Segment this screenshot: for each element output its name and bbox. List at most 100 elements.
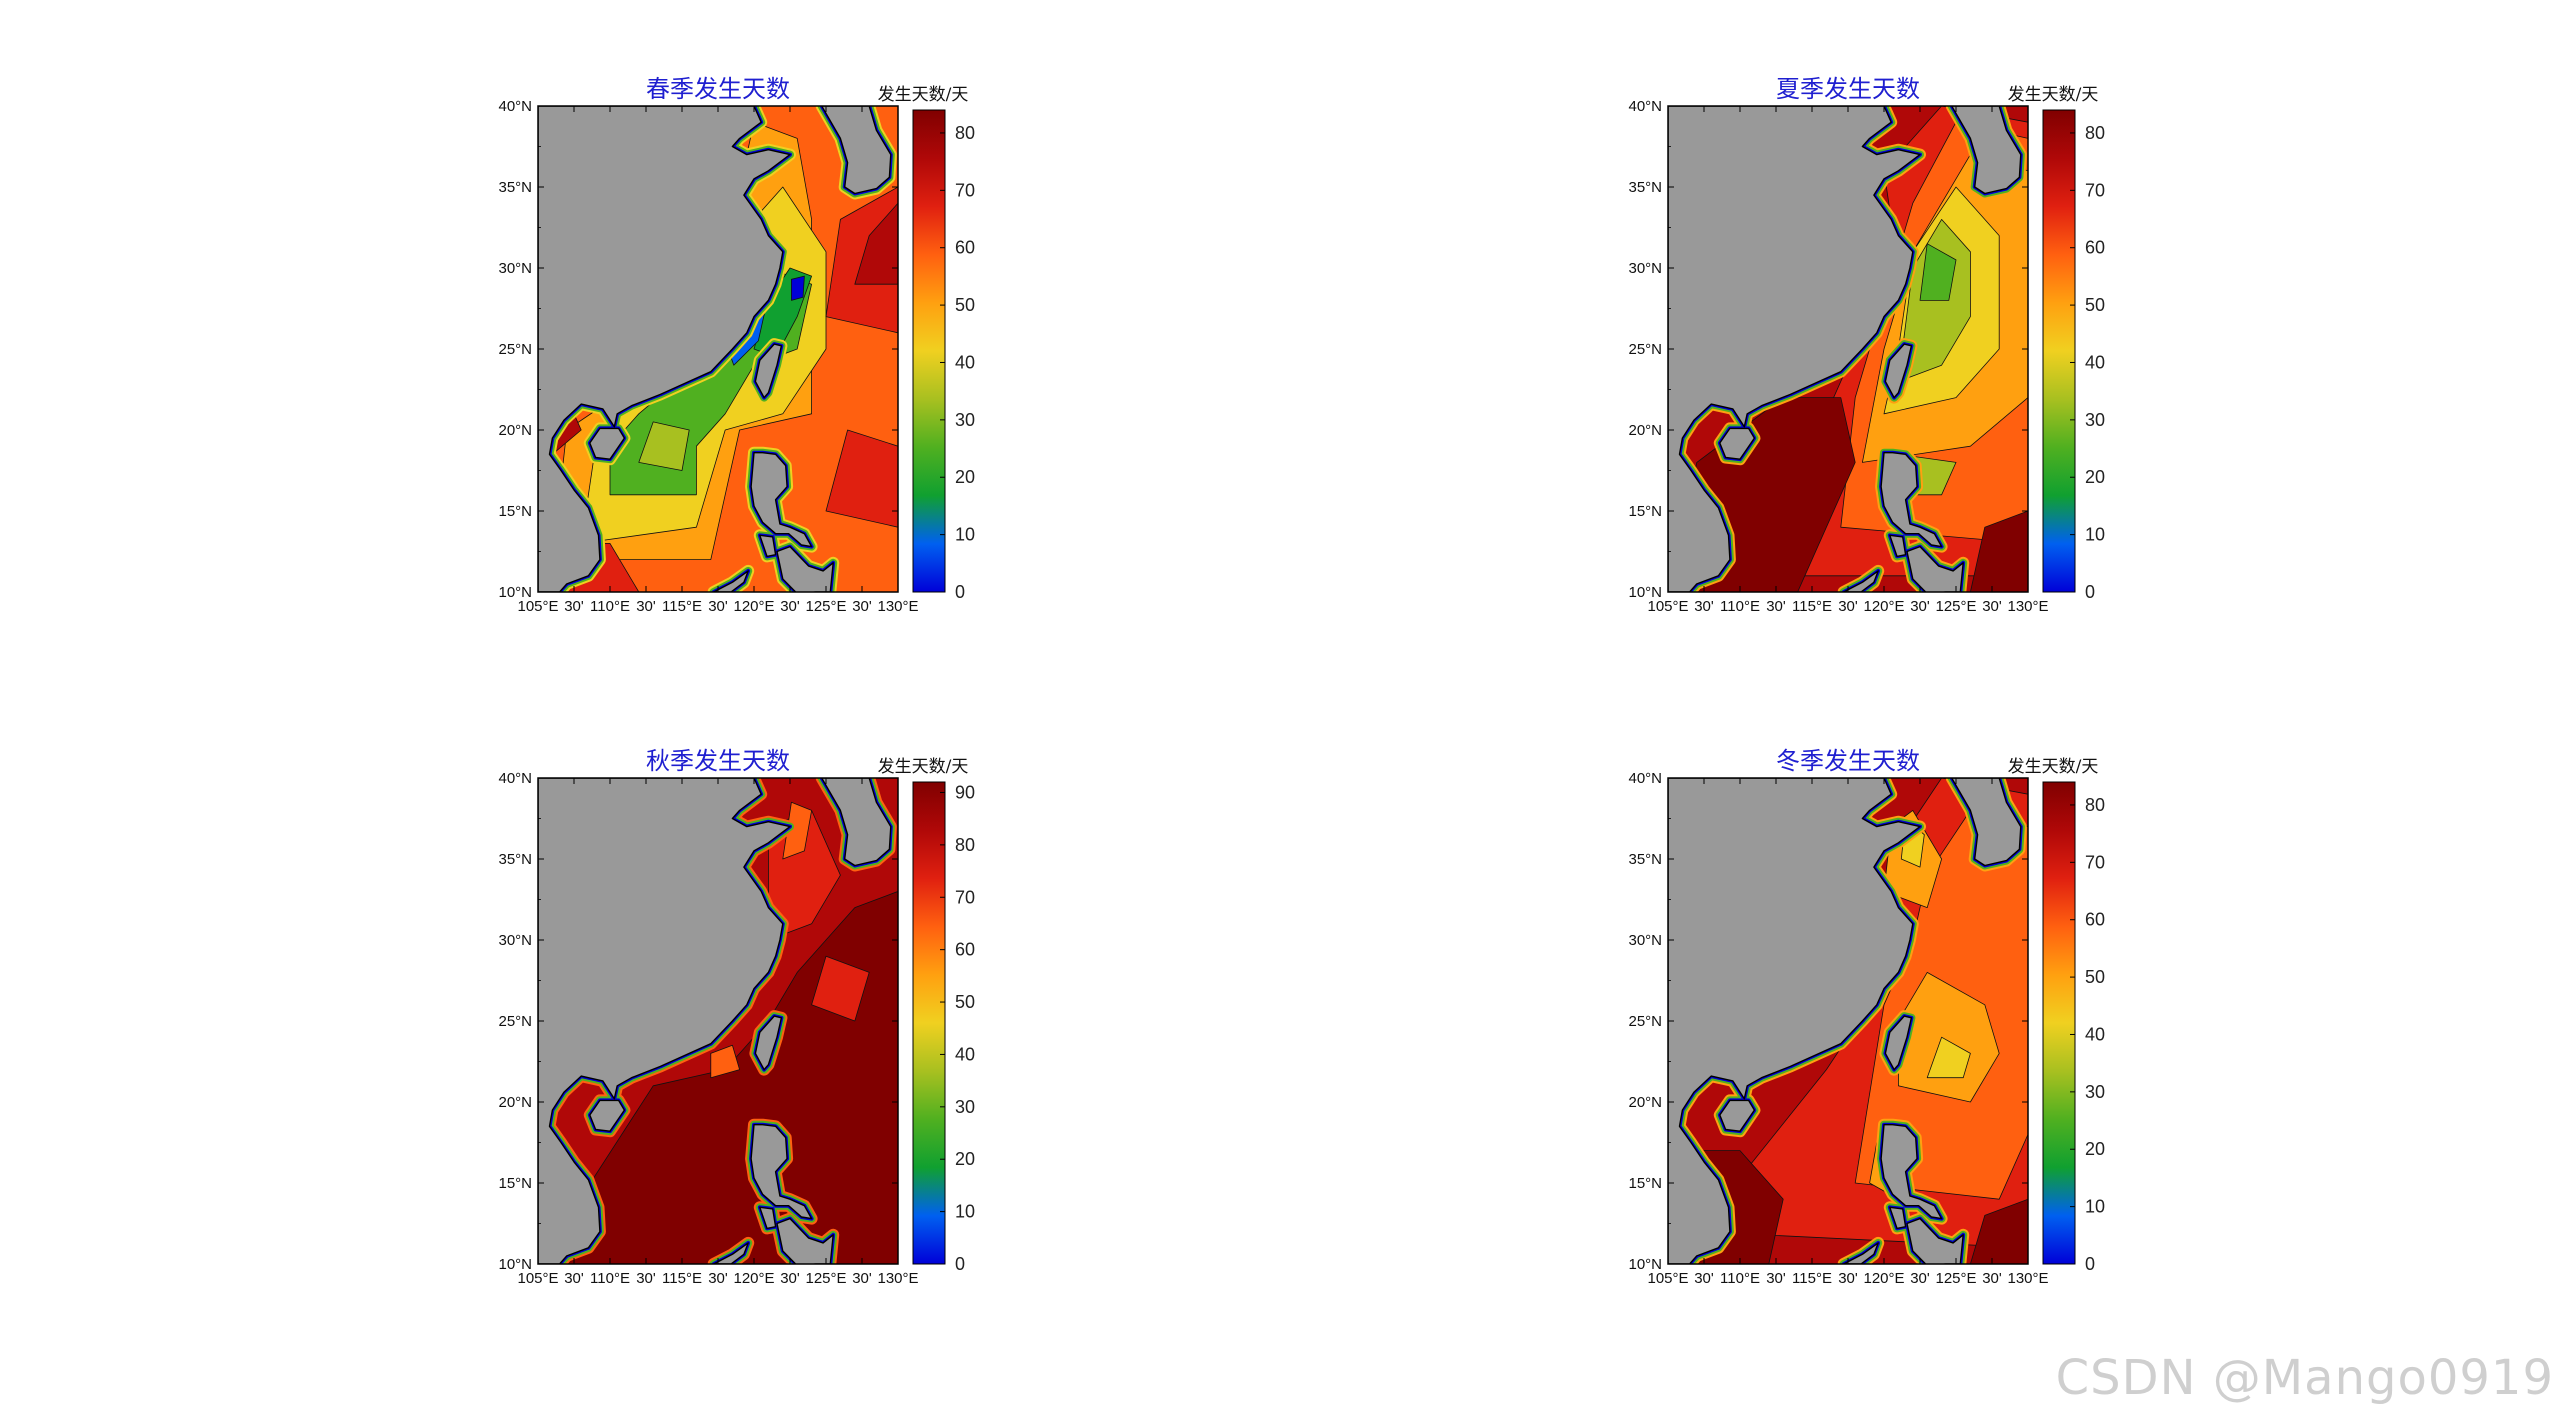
colorbar-tick-label: 50 [2085,967,2105,987]
x-tick-label: 120°E [1863,598,1904,615]
colorbar-tick-label: 60 [2085,910,2105,930]
colorbar-tick-label: 70 [955,887,975,907]
colorbar-title: 发生天数/天 [878,85,969,105]
colorbar-tick-label: 60 [955,940,975,960]
y-tick-label: 35°N [498,179,532,196]
hainan-island [589,1099,626,1132]
korea-peninsula [821,778,892,867]
y-tick-label: 40°N [1628,770,1662,787]
colorbar-title: 发生天数/天 [2008,757,2099,777]
x-tick-label: 30' [564,1270,584,1287]
x-tick-label: 125°E [1935,1270,1976,1287]
colorbar-tick-label: 30 [2085,410,2105,430]
map-title: 冬季发生天数 [1776,747,1920,775]
x-tick-label: 130°E [877,1270,918,1287]
colorbar-tick-label: 80 [955,835,975,855]
luzon-island [1880,1124,1943,1220]
x-tick-label: 30' [636,1270,656,1287]
hainan-island [1719,427,1756,460]
x-tick-label: 30' [1910,598,1930,615]
y-tick-label: 15°N [1628,1175,1662,1192]
y-tick-label: 20°N [498,422,532,439]
x-tick-label: 30' [1982,598,2002,615]
colorbar-tick-label: 10 [955,1202,975,1222]
contour-band [638,421,690,471]
contour-band [1969,510,2028,592]
x-tick-label: 30' [780,598,800,615]
contour-field [1668,106,2028,592]
x-tick-label: 130°E [877,598,918,615]
colorbar-tick-label: 80 [2085,123,2105,143]
colorbar-tick-label: 70 [2085,852,2105,872]
colorbar-tick-label: 10 [955,525,975,545]
contour-band [1969,1198,2028,1264]
y-tick-label: 35°N [1628,851,1662,868]
colorbar-tick-label: 70 [955,180,975,200]
taiwan-island [1884,343,1913,399]
taiwan-island [754,1015,783,1071]
colorbar-tick-label: 40 [955,352,975,372]
y-tick-label: 35°N [498,851,532,868]
y-tick-label: 10°N [498,584,532,601]
colorbar-tick-label: 90 [955,782,975,802]
x-tick-label: 110°E [590,598,630,615]
mainland-china [1668,106,1921,592]
x-tick-label: 110°E [1720,598,1760,615]
mainland-china [1668,778,1921,1264]
x-tick-label: 30' [708,598,728,615]
y-tick-label: 40°N [1628,98,1662,115]
colorbar-tick-label: 50 [955,992,975,1012]
y-tick-label: 40°N [498,770,532,787]
map-title: 秋季发生天数 [646,747,790,775]
map-figure-summer: 夏季发生天数 105°E 30' 110°E 30' 115°E 30' 120°E 30' 12… [1628,75,2105,615]
x-tick-label: 120°E [1863,1270,1904,1287]
y-tick-label: 35°N [1628,179,1662,196]
csdn-watermark: CSDN @Mango0919 [2055,1350,2554,1406]
x-tick-label: 30' [636,598,656,615]
x-tick-label: 115°E [1792,1270,1832,1287]
x-tick-label: 30' [852,598,872,615]
x-tick-label: 30' [1766,598,1786,615]
x-tick-label: 130°E [2007,598,2048,615]
y-tick-label: 10°N [1628,1256,1662,1273]
x-tick-label: 30' [1982,1270,2002,1287]
contour-band [825,429,898,528]
contour-field [538,778,898,1264]
colorbar-tick-label: 80 [2085,795,2105,815]
korea-peninsula [1951,106,2022,195]
colorbar [912,781,946,1265]
colorbar-tick-label: 30 [955,1097,975,1117]
x-tick-label: 110°E [1720,1270,1760,1287]
colorbar-tick-label: 20 [955,467,975,487]
x-tick-label: 125°E [1935,598,1976,615]
colorbar-tick-label: 20 [2085,467,2105,487]
y-tick-label: 15°N [498,1175,532,1192]
colorbar-tick-label: 0 [2085,1254,2095,1274]
map-panel-summer: 夏季发生天数 105°E 30' 110°E 30' 115°E 30' 120°E 30' 12… [1600,70,2120,670]
y-tick-label: 20°N [1628,1094,1662,1111]
y-tick-label: 30°N [1628,932,1662,949]
colorbar-tick-label: 50 [955,295,975,315]
x-tick-label: 30' [780,1270,800,1287]
x-tick-label: 130°E [2007,1270,2048,1287]
korea-peninsula [1951,778,2022,867]
contour-field [538,106,898,592]
contour-band [1926,1036,1971,1079]
palawan-island [712,570,749,592]
y-tick-label: 40°N [498,98,532,115]
x-tick-label: 125°E [805,598,846,615]
x-tick-label: 105°E [1647,598,1688,615]
y-tick-label: 30°N [1628,260,1662,277]
x-tick-label: 30' [1766,1270,1786,1287]
colorbar-tick-label: 0 [955,582,965,602]
contour-band [854,202,898,285]
y-tick-label: 25°N [1628,341,1662,358]
x-tick-label: 30' [708,1270,728,1287]
colorbar [912,109,946,593]
hainan-island [1719,1099,1756,1132]
x-tick-label: 120°E [733,1270,774,1287]
contour-band [811,955,870,1022]
x-tick-label: 30' [1694,1270,1714,1287]
colorbar-tick-label: 40 [955,1044,975,1064]
mindoro-island [1889,1206,1907,1230]
